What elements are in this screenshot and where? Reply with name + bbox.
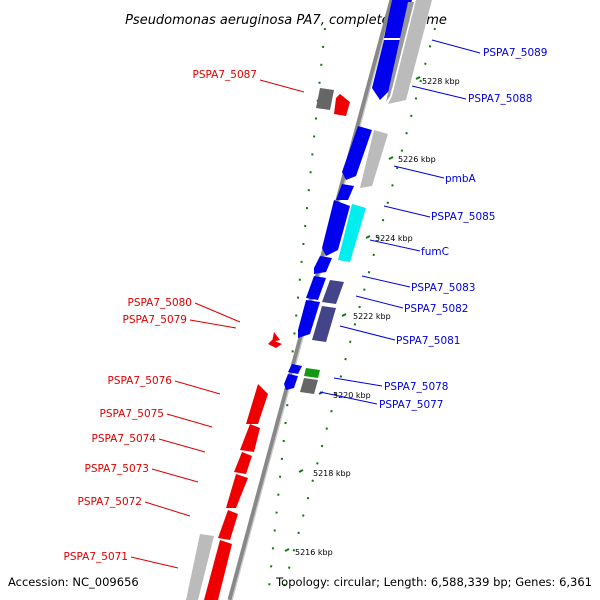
gene-arrow[interactable] bbox=[342, 126, 372, 180]
gene-arrow[interactable] bbox=[218, 510, 238, 540]
gene-label[interactable]: PSPA7_5075 bbox=[100, 408, 165, 420]
gene-label[interactable]: PSPA7_5082 bbox=[404, 303, 469, 315]
gene-arrow-shade bbox=[386, 2, 414, 102]
left-gene-labels: PSPA7_5087 PSPA7_5080 PSPA7_5079 PSPA7_5… bbox=[64, 69, 305, 569]
reverse-strand-genes bbox=[186, 88, 350, 600]
topology-text: Topology: circular; Length: 6,588,339 bp… bbox=[275, 575, 592, 589]
gene-label[interactable]: PSPA7_5080 bbox=[128, 297, 193, 309]
gene-arrow[interactable] bbox=[312, 306, 336, 342]
gene-arrow[interactable] bbox=[234, 452, 252, 474]
scale-label: 5218 kbp bbox=[313, 469, 351, 478]
scale-label: 5216 kbp bbox=[295, 548, 333, 557]
scale-label: 5220 kbp bbox=[333, 391, 371, 400]
gene-label[interactable]: PSPA7_5079 bbox=[123, 314, 188, 326]
genome-backbone bbox=[227, 0, 395, 600]
gene-arrow[interactable] bbox=[334, 94, 350, 116]
gene-arrow[interactable] bbox=[298, 300, 320, 338]
scale-label: 5228 kbp bbox=[422, 77, 460, 86]
gene-label[interactable]: PSPA7_5077 bbox=[379, 399, 444, 411]
forward-strand-genes bbox=[284, 0, 432, 394]
scale-label: 5224 kbp bbox=[375, 234, 413, 243]
gene-label[interactable]: PSPA7_5081 bbox=[396, 335, 461, 347]
gene-label[interactable]: PSPA7_5071 bbox=[64, 551, 129, 563]
gene-arrow[interactable] bbox=[388, 0, 432, 104]
gene-label[interactable]: PSPA7_5083 bbox=[411, 282, 476, 294]
gene-arrow[interactable] bbox=[322, 200, 350, 256]
gene-arrow[interactable] bbox=[226, 474, 248, 508]
gene-label[interactable]: PSPA7_5073 bbox=[85, 463, 150, 475]
gene-label[interactable]: PSPA7_5074 bbox=[92, 433, 157, 445]
genome-backbone-highlight bbox=[231, 0, 395, 600]
scale-labels: 5228 kbp 5226 kbp 5224 kbp 5222 kbp 5220… bbox=[295, 77, 460, 557]
gene-arrow[interactable] bbox=[204, 540, 232, 600]
major-ticks bbox=[284, 76, 421, 552]
gene-arrow[interactable] bbox=[306, 276, 326, 300]
gene-label[interactable]: PSPA7_5072 bbox=[78, 496, 143, 508]
gene-label[interactable]: PSPA7_5089 bbox=[483, 47, 548, 59]
gene-label[interactable]: PSPA7_5085 bbox=[431, 211, 496, 223]
gene-label[interactable]: fumC bbox=[421, 246, 449, 258]
gene-arrow[interactable] bbox=[288, 364, 302, 374]
scale-label: 5226 kbp bbox=[398, 155, 436, 164]
gene-label[interactable]: PSPA7_5076 bbox=[108, 375, 173, 387]
gene-arrow[interactable] bbox=[284, 374, 298, 390]
gene-arrow[interactable] bbox=[338, 204, 366, 262]
gene-arrow[interactable] bbox=[384, 0, 412, 38]
gene-arrow[interactable] bbox=[300, 378, 318, 394]
gene-arrow[interactable] bbox=[272, 332, 280, 342]
gene-arrow[interactable] bbox=[322, 280, 344, 304]
accession-text: Accession: NC_009656 bbox=[8, 575, 139, 589]
gene-arrow[interactable] bbox=[314, 256, 332, 274]
gene-label[interactable]: pmbA bbox=[445, 173, 477, 185]
gene-arrow[interactable] bbox=[372, 40, 404, 100]
gene-label[interactable]: PSPA7_5088 bbox=[468, 93, 533, 105]
scale-label: 5222 kbp bbox=[353, 312, 391, 321]
gene-arrow[interactable] bbox=[336, 184, 354, 200]
gene-arrow[interactable] bbox=[240, 424, 260, 452]
gene-arrow[interactable] bbox=[268, 340, 282, 348]
gene-arrow[interactable] bbox=[316, 88, 334, 110]
gene-arrow[interactable] bbox=[186, 534, 214, 600]
gene-arrow[interactable] bbox=[304, 368, 320, 378]
gene-label[interactable]: PSPA7_5078 bbox=[384, 381, 449, 393]
gene-label[interactable]: PSPA7_5087 bbox=[193, 69, 258, 81]
map-title: Pseudomonas aeruginosa PA7, complete gen… bbox=[125, 13, 447, 28]
gene-arrow[interactable] bbox=[360, 130, 388, 188]
gene-arrow[interactable] bbox=[246, 384, 268, 424]
right-gene-labels: PSPA7_5089 PSPA7_5088 pmbA PSPA7_5085 fu… bbox=[319, 39, 548, 411]
